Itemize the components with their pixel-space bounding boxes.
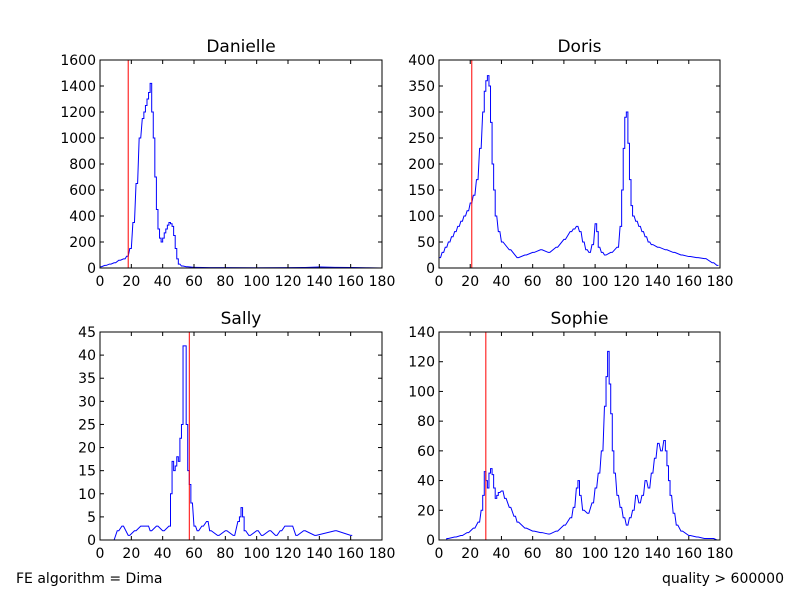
- y-tick-label: 120: [408, 355, 435, 371]
- y-tick-label: 60: [417, 444, 435, 460]
- subplot-title: Danielle: [206, 37, 275, 57]
- y-tick-label: 20: [78, 441, 96, 457]
- subplot-3: 0 20 40 60 80 100 120 140 160 180 0 5 10 15 20 25 30 35 40…: [78, 309, 395, 562]
- y-tick-label: 250: [408, 131, 435, 147]
- x-tick-label: 0: [96, 546, 105, 562]
- x-tick-label: 40: [493, 546, 511, 562]
- x-tick-label: 100: [582, 274, 609, 290]
- y-tick-label: 1400: [60, 79, 96, 95]
- x-tick-label: 40: [493, 274, 511, 290]
- subplot-2: 0 20 40 60 80 100 120 140 160 1800501001502002503…: [408, 37, 733, 290]
- x-tick-label: 180: [369, 546, 396, 562]
- x-tick-label: 120: [613, 546, 640, 562]
- y-tick-label: 0: [426, 261, 435, 277]
- y-tick-label: 35: [78, 371, 96, 387]
- x-tick-label: 0: [96, 274, 105, 290]
- x-tick-label: 100: [582, 546, 609, 562]
- y-tick-label: 400: [408, 53, 435, 69]
- x-tick-label: 160: [337, 546, 364, 562]
- y-tick-label: 30: [78, 394, 96, 410]
- y-tick-label: 1000: [60, 131, 96, 147]
- axes-frame: [438, 331, 721, 541]
- x-tick-label: 40: [154, 546, 172, 562]
- x-tick-label: 140: [306, 546, 333, 562]
- y-tick-label: 0: [87, 261, 96, 277]
- x-tick-label: 120: [275, 546, 302, 562]
- histogram-step-line: [112, 345, 353, 540]
- axes-frame: [99, 331, 383, 541]
- y-tick-label: 5: [87, 510, 96, 526]
- y-tick-label: 10: [78, 487, 96, 503]
- subplot-1: 0 20 40 60 80 100 120 140 160 180 0 200 400 600 800 100…: [60, 37, 395, 290]
- y-tick-label: 40: [78, 348, 96, 364]
- x-tick-label: 20: [461, 274, 479, 290]
- x-tick-label: 180: [707, 546, 734, 562]
- footer-quality-label: quality > 600000: [662, 571, 784, 587]
- y-tick-label: 600: [69, 183, 96, 199]
- y-tick-label: 1200: [60, 105, 96, 121]
- x-tick-label: 160: [675, 274, 702, 290]
- y-tick-label: 25: [78, 417, 96, 433]
- x-tick-label: 60: [185, 274, 203, 290]
- y-tick-label: 100: [408, 209, 435, 225]
- footer-algorithm-label: FE algorithm = Dima: [16, 571, 163, 587]
- y-tick-label: 20: [417, 503, 435, 519]
- y-tick-label: 400: [69, 209, 96, 225]
- x-tick-label: 80: [555, 274, 573, 290]
- x-tick-label: 0: [435, 546, 444, 562]
- x-tick-label: 140: [306, 274, 333, 290]
- x-tick-label: 20: [461, 546, 479, 562]
- y-tick-label: 50: [417, 235, 435, 251]
- histogram-step-line: [439, 75, 719, 268]
- x-tick-label: 160: [675, 546, 702, 562]
- x-tick-label: 60: [524, 546, 542, 562]
- x-tick-label: 80: [216, 546, 234, 562]
- y-tick-label: 45: [78, 325, 96, 341]
- y-tick-label: 0: [87, 533, 96, 549]
- y-tick-label: 0: [426, 533, 435, 549]
- x-tick-label: 140: [644, 546, 671, 562]
- y-tick-label: 200: [69, 235, 96, 251]
- x-tick-label: 100: [243, 546, 270, 562]
- x-tick-label: 160: [337, 274, 364, 290]
- y-tick-label: 300: [408, 105, 435, 121]
- y-tick-label: 350: [408, 79, 435, 95]
- histogram-step-line: [446, 350, 719, 540]
- x-tick-label: 80: [555, 546, 573, 562]
- x-tick-label: 120: [613, 274, 640, 290]
- y-tick-label: 15: [78, 464, 96, 480]
- y-tick-label: 100: [408, 384, 435, 400]
- y-tick-label: 80: [417, 414, 435, 430]
- y-tick-label: 1600: [60, 53, 96, 69]
- x-tick-label: 20: [122, 546, 140, 562]
- y-tick-label: 150: [408, 183, 435, 199]
- y-tick-label: 800: [69, 157, 96, 173]
- subplot-title: Sally: [221, 309, 262, 329]
- y-tick-label: 40: [417, 474, 435, 490]
- x-tick-label: 140: [644, 274, 671, 290]
- subplot-title: Sophie: [551, 309, 609, 329]
- x-tick-label: 60: [524, 274, 542, 290]
- x-tick-label: 0: [435, 274, 444, 290]
- subplot-title: Doris: [557, 37, 601, 57]
- subplot-4: 0 20 40 60 80 100 120 140 160 1800204060801001201…: [408, 309, 733, 562]
- y-tick-label: 140: [408, 325, 435, 341]
- x-tick-label: 180: [707, 274, 734, 290]
- x-tick-label: 100: [243, 274, 270, 290]
- x-tick-label: 180: [369, 274, 396, 290]
- x-tick-label: 120: [275, 274, 302, 290]
- x-tick-label: 80: [216, 274, 234, 290]
- y-tick-label: 200: [408, 157, 435, 173]
- x-tick-label: 20: [122, 274, 140, 290]
- x-tick-label: 40: [154, 274, 172, 290]
- x-tick-label: 60: [185, 546, 203, 562]
